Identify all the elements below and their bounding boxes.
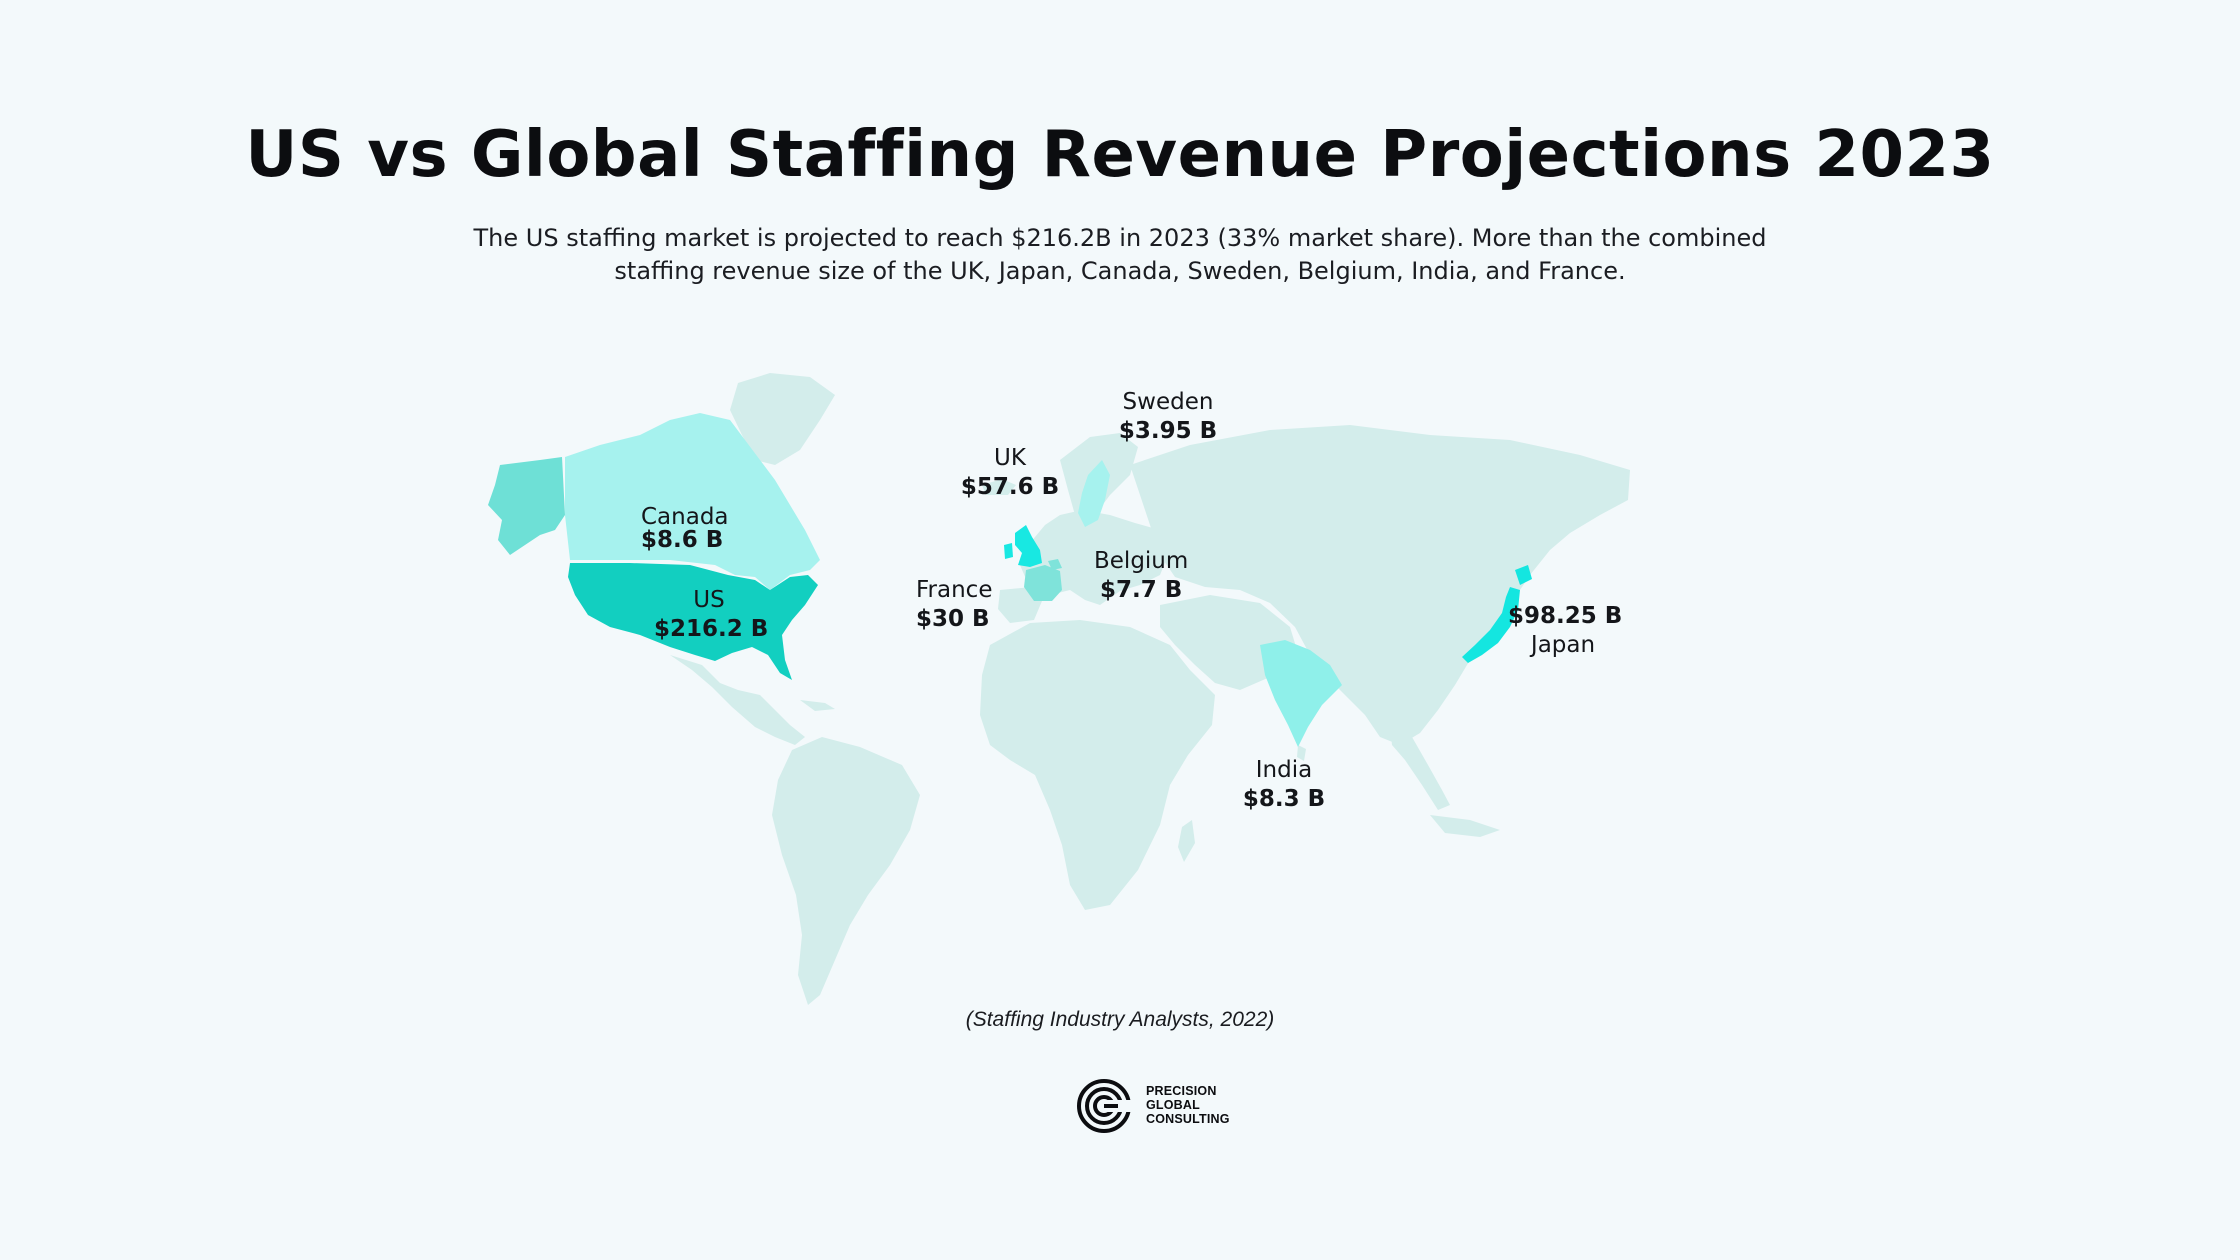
page-title: US vs Global Staffing Revenue Projection… [245, 118, 1995, 192]
indonesia-shape [1430, 815, 1500, 837]
caribbean-shape [800, 700, 835, 711]
logo-line-2: GLOBAL [1146, 1098, 1200, 1112]
india-value: $8.3 B [1242, 786, 1326, 812]
sweden-shape [1078, 460, 1110, 527]
india-label: India $8.3 B [1234, 756, 1334, 814]
mexico-shape [670, 655, 805, 745]
sweden-name: Sweden [1122, 389, 1214, 415]
belgium-shape [1048, 559, 1062, 570]
sri-lanka-shape [1297, 745, 1306, 761]
south-america-shape [772, 737, 920, 1005]
india-name: India [1255, 757, 1313, 783]
belgium-name: Belgium [1094, 548, 1189, 574]
canada-shape [565, 413, 820, 590]
india-shape [1260, 640, 1342, 747]
madagascar-shape [1178, 820, 1195, 862]
canada-value: $8.6 B [641, 527, 724, 553]
se-asia-shape [1390, 725, 1450, 810]
canada-label: Canada $8.6 B [641, 503, 729, 555]
logo-line-3: CONSULTING [1146, 1112, 1230, 1126]
other-land [670, 373, 1630, 1005]
us-name: US [693, 587, 725, 613]
sweden-label: Sweden $3.95 B [1118, 388, 1218, 446]
asia-shape [1130, 425, 1630, 745]
uk-shape [1015, 525, 1042, 567]
pgc-logo-icon [1077, 1079, 1132, 1133]
world-map [488, 373, 1630, 1005]
france-label: France $30 B [916, 576, 992, 634]
us-value: $216.2 B [654, 616, 769, 642]
subtitle-line-1: The US staffing market is projected to r… [473, 224, 1767, 252]
us-shape [568, 563, 818, 680]
uk-value: $57.6 B [960, 474, 1060, 500]
japan-shape [1462, 587, 1520, 663]
belgium-value: $7.7 B [1100, 577, 1183, 603]
belgium-label: Belgium $7.7 B [1094, 547, 1188, 605]
sweden-value: $3.95 B [1118, 418, 1218, 444]
japan-name: Japan [1530, 632, 1596, 658]
greenland-shape [730, 373, 835, 465]
uk-label: UK $57.6 B [958, 444, 1062, 502]
company-logo: PRECISION GLOBAL CONSULTING [1076, 1078, 1246, 1134]
uk-name: UK [994, 445, 1026, 471]
hokkaido-shape [1515, 565, 1532, 585]
japan-label: $98.25 B Japan [1508, 602, 1623, 660]
japan-value: $98.25 B [1508, 603, 1623, 629]
canada-name: Canada [641, 504, 729, 530]
logo-text: PRECISION GLOBAL CONSULTING [1146, 1084, 1230, 1126]
page-subtitle: The US staffing market is projected to r… [460, 222, 1780, 288]
iceland-shape [982, 479, 1016, 495]
ireland-shape [1004, 543, 1013, 559]
france-shape [1024, 565, 1062, 601]
subtitle-line-2: staffing revenue size of the UK, Japan, … [614, 257, 1626, 285]
logo-line-1: PRECISION [1146, 1084, 1217, 1098]
france-name: France [916, 577, 993, 603]
alaska-shape [488, 457, 565, 555]
africa-shape [980, 620, 1215, 910]
us-label: US $216.2 B [654, 586, 769, 644]
france-value: $30 B [916, 606, 990, 632]
source-citation: (Staffing Industry Analysts, 2022) [965, 1008, 1275, 1031]
